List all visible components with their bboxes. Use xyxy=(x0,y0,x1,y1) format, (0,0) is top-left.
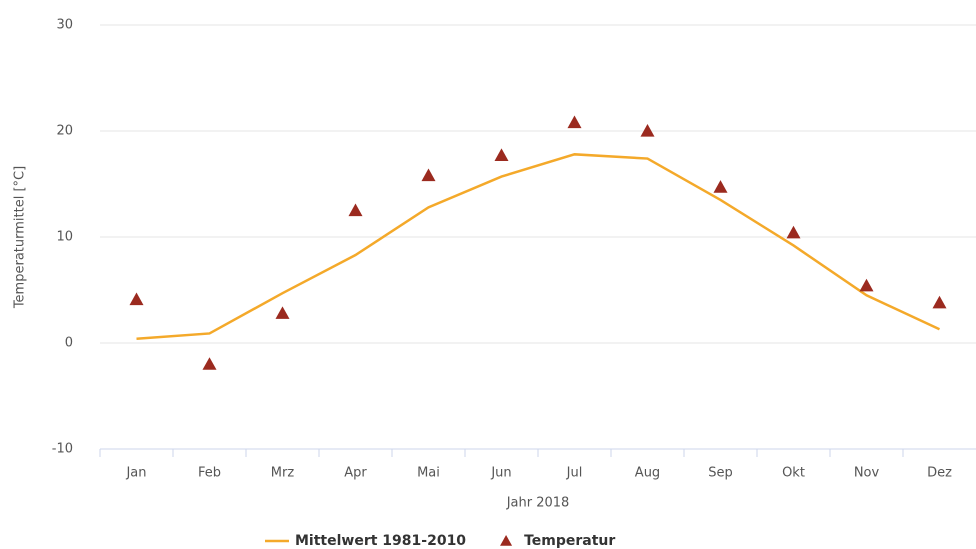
x-tick-label: Dez xyxy=(927,466,952,481)
marker xyxy=(129,292,144,306)
y-axis-label: Temperaturmittel [°C] xyxy=(13,166,28,309)
marker xyxy=(421,168,436,182)
marker xyxy=(202,357,217,370)
x-tick-label: Aug xyxy=(635,466,660,481)
marker xyxy=(786,225,801,239)
x-tick-label: Mrz xyxy=(271,466,295,481)
x-tick-label: Jun xyxy=(490,466,511,481)
y-tick-label: 10 xyxy=(56,230,73,245)
marker xyxy=(713,180,728,193)
y-tick-label: -10 xyxy=(52,442,73,457)
y-tick-label: 20 xyxy=(56,124,73,139)
marker xyxy=(859,278,874,292)
x-tick-label: Sep xyxy=(708,466,733,481)
marker xyxy=(348,203,363,217)
legend-label: Mittelwert 1981-2010 xyxy=(295,533,466,549)
legend-label: Temperatur xyxy=(524,533,615,549)
x-tick-label: Jan xyxy=(125,466,146,481)
x-tick-label: Okt xyxy=(782,466,805,481)
y-tick-label: 0 xyxy=(65,336,73,351)
x-tick-label: Jul xyxy=(566,466,583,481)
marker xyxy=(567,115,582,129)
x-tick-label: Mai xyxy=(417,466,440,481)
y-tick-label: 30 xyxy=(56,18,73,33)
x-tick-label: Apr xyxy=(344,466,367,481)
marker xyxy=(494,148,509,161)
marker xyxy=(275,306,290,319)
line xyxy=(136,153,941,341)
legend-symbol xyxy=(500,535,513,546)
marker xyxy=(932,295,947,309)
legend: Mittelwert 1981-2010 Temperatur xyxy=(265,533,615,549)
x-axis-label: Jahr 2018 xyxy=(506,496,570,511)
x-tick-label: Feb xyxy=(198,466,221,481)
x-tick-label: Nov xyxy=(854,466,880,481)
marker xyxy=(640,124,655,137)
